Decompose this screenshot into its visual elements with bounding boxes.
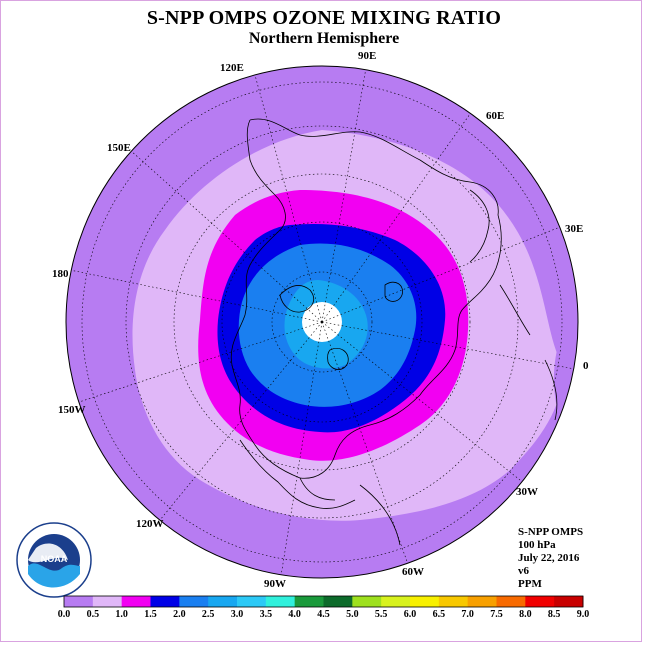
noaa-logo-text: NOAA xyxy=(41,554,68,564)
lon-label-120e: 120E xyxy=(220,62,244,74)
colorbar-tick-label: 1.0 xyxy=(115,609,128,620)
lon-label-150w: 150W xyxy=(58,404,86,416)
colorbar-tick-label: 3.5 xyxy=(259,609,273,620)
lon-label-180: 180 xyxy=(52,268,69,280)
coastlines xyxy=(230,118,558,546)
colorbar-tick-label: 6.5 xyxy=(432,609,446,620)
colorbar-tick-label: 3.0 xyxy=(230,609,244,620)
lon-label-60e: 60E xyxy=(486,110,505,122)
lon-label-90e: 90E xyxy=(358,50,377,62)
colorbar-tick-label: 8.5 xyxy=(547,609,561,620)
lon-label-30w: 30W xyxy=(516,486,538,498)
colorbar-tick-label: 7.0 xyxy=(461,609,474,620)
info-instrument: S-NPP OMPS xyxy=(518,526,584,538)
info-date: July 22, 2016 xyxy=(518,552,580,564)
colorbar-tick-label: 4.5 xyxy=(317,609,330,620)
lon-label-60w: 60W xyxy=(402,566,424,578)
info-units: PPM xyxy=(518,578,542,590)
lon-label-150e: 150E xyxy=(107,142,131,154)
lon-label-90w: 90W xyxy=(264,578,286,590)
map-title: S-NPP OMPS OZONE MIXING RATIO xyxy=(146,7,502,29)
map-subtitle: Northern Hemisphere xyxy=(248,30,400,47)
colorbar-tick-label: 4.0 xyxy=(288,609,301,620)
colorbar-tick-label: 1.5 xyxy=(144,609,157,620)
map-boundary xyxy=(65,65,579,579)
colorbar-tick-label: 5.0 xyxy=(346,609,359,620)
info-level: 100 hPa xyxy=(518,539,556,551)
colorbar-tick-label: 8.0 xyxy=(519,609,532,620)
colorbar-tick-label: 6.0 xyxy=(403,609,417,620)
colorbar-tick-label: 0.5 xyxy=(86,609,100,620)
info-block: S-NPP OMPS 100 hPa July 22, 2016 v6 PPM xyxy=(518,526,583,591)
lon-label-120w: 120W xyxy=(136,518,164,530)
colorbar-tick-label: 9.0 xyxy=(576,609,590,620)
colorbar-tick-label: 5.5 xyxy=(374,609,388,620)
noaa-logo: NOAA xyxy=(16,522,92,598)
lon-label-0: 0 xyxy=(583,360,589,372)
colorbar-tick-label: 2.0 xyxy=(173,609,186,620)
colorbar-tick-label: 7.5 xyxy=(490,609,503,620)
graticule xyxy=(69,66,578,578)
lon-label-30e: 30E xyxy=(565,223,584,235)
colorbar-tick-label: 2.5 xyxy=(201,609,215,620)
info-version: v6 xyxy=(518,565,529,577)
colorbar-tick-label: 0.0 xyxy=(57,609,71,620)
